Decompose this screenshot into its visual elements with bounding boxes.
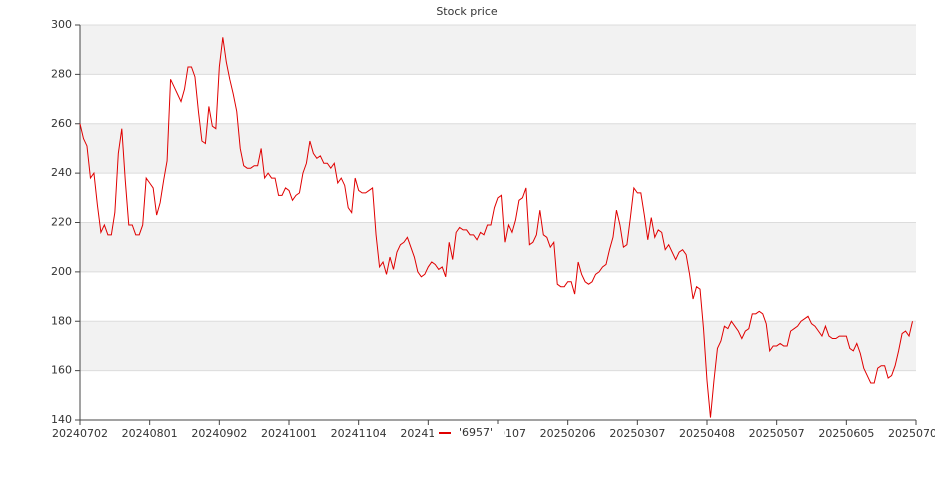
x-tick-label: 20240801	[122, 427, 178, 440]
x-tick-label: 20250605	[818, 427, 874, 440]
legend-label: '6957'	[459, 426, 493, 439]
y-tick-label: 220	[51, 216, 72, 229]
x-tick-label: 20240702	[52, 427, 108, 440]
x-tick-label: 20250206	[540, 427, 596, 440]
y-tick-label: 300	[51, 18, 72, 31]
grid-band	[80, 25, 916, 75]
y-tick-label: 200	[51, 265, 72, 278]
grid-band	[80, 123, 916, 174]
x-tick-label: 20250307	[609, 427, 665, 440]
legend-box	[434, 424, 504, 442]
y-tick-label: 280	[51, 67, 72, 80]
x-tick-label: 20241001	[261, 427, 317, 440]
x-tick-label: 20250408	[679, 427, 735, 440]
x-tick-label: 20250507	[749, 427, 805, 440]
chart-title: Stock price	[436, 5, 498, 18]
y-tick-label: 140	[51, 413, 72, 426]
x-tick-label: 20240902	[191, 427, 247, 440]
y-tick-label: 180	[51, 314, 72, 327]
grid-band	[80, 222, 916, 272]
y-tick-label: 240	[51, 166, 72, 179]
price-line	[79, 37, 914, 418]
x-tick-label: 20250704	[888, 427, 935, 440]
y-tick-label: 260	[51, 117, 72, 130]
x-tick-label: 20241104	[331, 427, 387, 440]
y-tick-label: 160	[51, 364, 72, 377]
grid-band	[80, 321, 916, 371]
